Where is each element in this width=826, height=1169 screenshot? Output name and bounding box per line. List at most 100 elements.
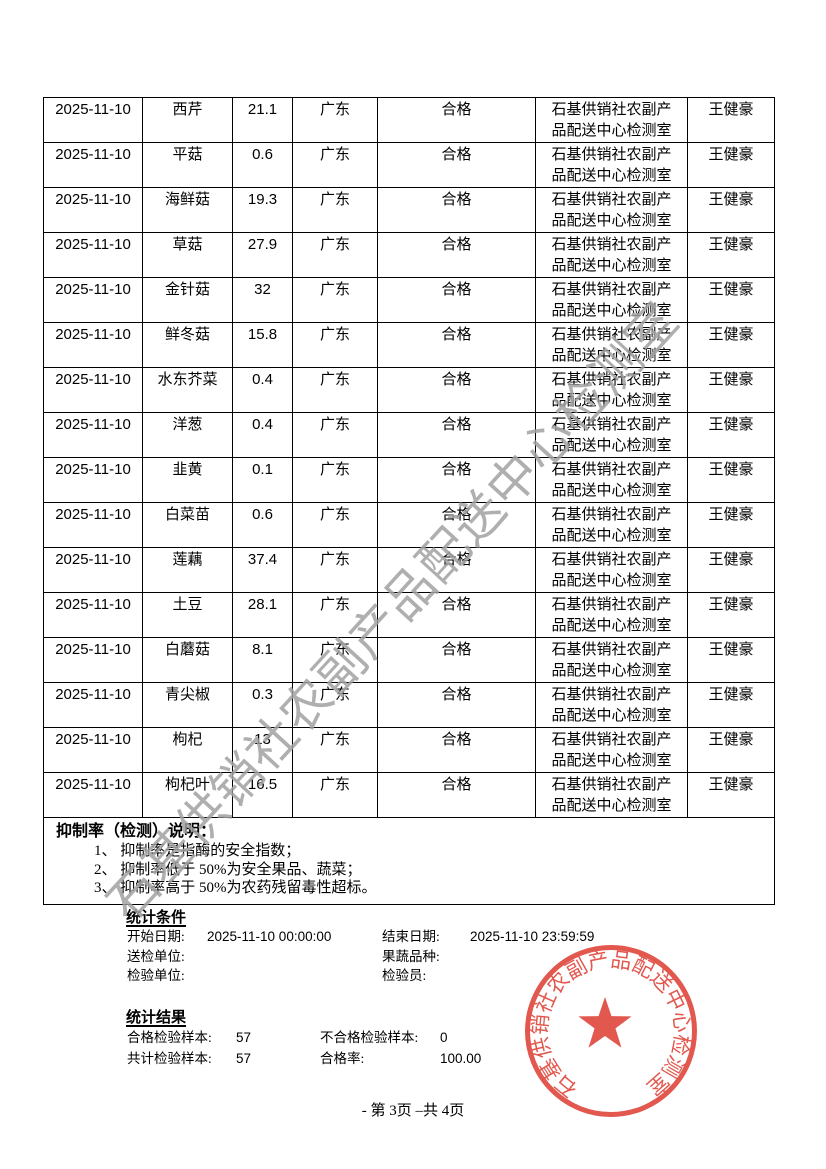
field-value-submitting-unit <box>207 949 382 969</box>
table-cell: 广东 <box>292 592 378 638</box>
table-row: 2025-11-10 洋葱 0.4 广东 合格 石基供销社农副产 品配送中心检测室 王健豪 <box>43 412 775 458</box>
table-cell: 0.4 <box>232 367 293 413</box>
table-cell: 枸杞叶 <box>142 772 233 818</box>
table-cell: 广东 <box>292 367 378 413</box>
field-value-testing-unit <box>207 968 382 988</box>
field-value-end-date: 2025-11-10 23:59:59 <box>470 929 595 944</box>
table-cell: 王健豪 <box>687 772 775 818</box>
table-row: 2025-11-10 平菇 0.6 广东 合格 石基供销社农副产 品配送中心检测室 王健豪 <box>43 142 775 188</box>
table-cell: 28.1 <box>232 592 293 638</box>
table-cell: 合格 <box>377 187 536 233</box>
table-row: 2025-11-10 草菇 27.9 广东 合格 石基供销社农副产 品配送中心检测室 王健豪 <box>43 232 775 278</box>
field-value-failed-samples: 0 <box>440 1030 448 1045</box>
table-cell: 王健豪 <box>687 322 775 368</box>
note-item: 3、 抑制率高于 50%为农药残留毒性超标。 <box>94 880 377 896</box>
table-row: 2025-11-10 土豆 28.1 广东 合格 石基供销社农副产 品配送中心检测室 王健豪 <box>43 592 775 638</box>
table-cell: 王健豪 <box>687 412 775 458</box>
results-table: 2025-11-10 西芹 21.1 广东 合格 石基供销社农副产 品配送中心检测室 王健豪… <box>43 97 775 905</box>
table-cell: 0.6 <box>232 502 293 548</box>
table-cell: 石基供销社农副产 品配送中心检测室 <box>535 322 688 368</box>
table-cell: 广东 <box>292 772 378 818</box>
table-row: 2025-11-10 西芹 21.1 广东 合格 石基供销社农副产 品配送中心检测室 王健豪 <box>43 97 775 143</box>
field-value-passed-samples: 57 <box>236 1030 252 1045</box>
table-cell: 2025-11-10 <box>43 457 143 503</box>
table-cell: 石基供销社农副产 品配送中心检测室 <box>535 637 688 683</box>
stamp-ring <box>525 945 697 1117</box>
note-cell: 抑制率（检测）说明： 1、 抑制率是指酶的安全指数； 2、 抑制率低于 50%为… <box>43 817 775 905</box>
table-row: 2025-11-10 枸杞叶 16.5 广东 合格 石基供销社农副产 品配送中心检测室 王健… <box>43 772 775 818</box>
table-cell: 合格 <box>377 592 536 638</box>
table-cell: 合格 <box>377 412 536 458</box>
table-cell: 16.5 <box>232 772 293 818</box>
table-cell: 石基供销社农副产 品配送中心检测室 <box>535 142 688 188</box>
table-cell: 13 <box>232 727 293 773</box>
table-row: 2025-11-10 莲藕 37.4 广东 合格 石基供销社农副产 品配送中心检测室 王健豪 <box>43 547 775 593</box>
table-cell: 合格 <box>377 142 536 188</box>
table-cell: 2025-11-10 <box>43 502 143 548</box>
table-cell: 0.6 <box>232 142 293 188</box>
table-cell: 广东 <box>292 637 378 683</box>
table-cell: 王健豪 <box>687 142 775 188</box>
table-cell: 37.4 <box>232 547 293 593</box>
table-cell: 王健豪 <box>687 682 775 728</box>
table-cell: 2025-11-10 <box>43 322 143 368</box>
table-cell: 0.4 <box>232 412 293 458</box>
table-cell: 合格 <box>377 97 536 143</box>
field-label-inspector: 检验员: <box>382 968 427 983</box>
table-cell: 石基供销社农副产 品配送中心检测室 <box>535 682 688 728</box>
table-cell: 王健豪 <box>687 547 775 593</box>
table-cell: 广东 <box>292 277 378 323</box>
table-cell: 21.1 <box>232 97 293 143</box>
table-cell: 石基供销社农副产 品配送中心检测室 <box>535 97 688 143</box>
table-cell: 枸杞 <box>142 727 233 773</box>
field-label-failed-samples: 不合格检验样本: <box>320 1030 419 1045</box>
table-cell: 西芹 <box>142 97 233 143</box>
field-label-total-samples: 共计检验样本: <box>127 1051 212 1066</box>
table-cell: 合格 <box>377 502 536 548</box>
table-cell: 青尖椒 <box>142 682 233 728</box>
page-footer: - 第 3页 –共 4页 <box>361 1103 465 1119</box>
table-cell: 石基供销社农副产 品配送中心检测室 <box>535 502 688 548</box>
table-row: 2025-11-10 水东芥菜 0.4 广东 合格 石基供销社农副产 品配送中心检测室 王健… <box>43 367 775 413</box>
table-cell: 石基供销社农副产 品配送中心检测室 <box>535 367 688 413</box>
table-cell: 王健豪 <box>687 502 775 548</box>
table-cell: 白菜苗 <box>142 502 233 548</box>
field-value-start-date: 2025-11-10 00:00:00 <box>207 929 332 944</box>
table-cell: 土豆 <box>142 592 233 638</box>
field-label-end-date: 结束日期: <box>382 929 440 944</box>
note-item: 2、 抑制率低于 50%为安全果品、蔬菜； <box>94 861 362 878</box>
table-cell: 莲藕 <box>142 547 233 593</box>
table-cell: 2025-11-10 <box>43 682 143 728</box>
table-cell: 2025-11-10 <box>43 412 143 458</box>
table-cell: 王健豪 <box>687 97 775 143</box>
field-label-passed-samples: 合格检验样本: <box>127 1030 212 1045</box>
table-cell: 广东 <box>292 502 378 548</box>
table-cell: 王健豪 <box>687 457 775 503</box>
stamp-star-icon <box>578 997 632 1048</box>
table-cell: 广东 <box>292 232 378 278</box>
field-label-testing-unit: 检验单位: <box>127 968 185 983</box>
table-cell: 2025-11-10 <box>43 97 143 143</box>
field-label-submitting-unit: 送检单位: <box>127 948 185 964</box>
table-cell: 合格 <box>377 547 536 593</box>
table-cell: 石基供销社农副产 品配送中心检测室 <box>535 232 688 278</box>
table-cell: 合格 <box>377 682 536 728</box>
stats-conditions-title: 统计条件 <box>126 910 187 926</box>
table-row: 2025-11-10 鲜冬菇 15.8 广东 合格 石基供销社农副产 品配送中心检测室 王健… <box>43 322 775 368</box>
table-cell: 韭黄 <box>142 457 233 503</box>
table-cell: 广东 <box>292 412 378 458</box>
table-cell: 广东 <box>292 547 378 593</box>
table-cell: 合格 <box>377 637 536 683</box>
stats-conditions-grid: 开始日期: 2025-11-10 00:00:00 结束日期: 2025-11-… <box>127 929 670 988</box>
table-cell: 广东 <box>292 187 378 233</box>
table-cell: 金针菇 <box>142 277 233 323</box>
table-cell: 8.1 <box>232 637 293 683</box>
table-cell: 27.9 <box>232 232 293 278</box>
table-cell: 32 <box>232 277 293 323</box>
table-cell: 广东 <box>292 322 378 368</box>
table-cell: 石基供销社农副产 品配送中心检测室 <box>535 187 688 233</box>
stats-results-title: 统计结果 <box>126 1010 187 1026</box>
table-cell: 石基供销社农副产 品配送中心检测室 <box>535 772 688 818</box>
official-stamp: 石基供销社农副产品配送中心检测室 <box>525 945 697 1117</box>
